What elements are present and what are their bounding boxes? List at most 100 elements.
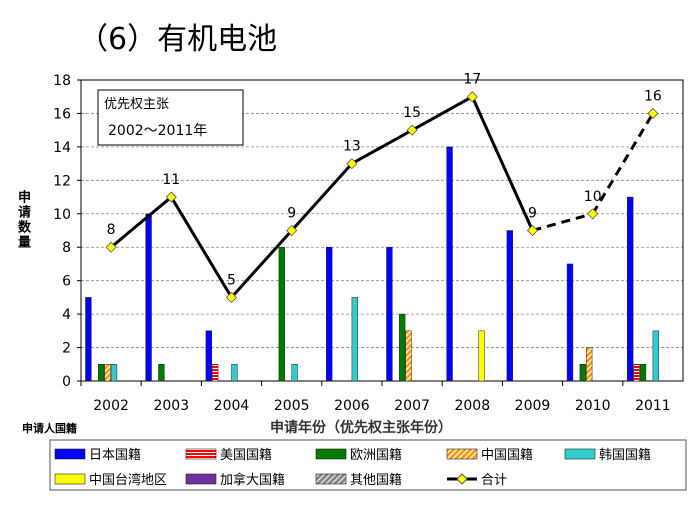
total-marker <box>647 107 659 120</box>
y-tick-label: 18 <box>53 73 71 89</box>
bar-欧洲国籍-2003 <box>158 364 165 382</box>
legend-marker-total <box>456 473 468 485</box>
y-tick-label: 16 <box>53 106 71 122</box>
bar-美国国籍-2004 <box>212 364 219 382</box>
legend-swatch <box>315 448 347 460</box>
bar-日本国籍-2011 <box>627 196 634 382</box>
total-line-segment <box>411 95 474 132</box>
legend-swatch <box>446 448 478 460</box>
legend-label: 美国国籍 <box>220 447 272 463</box>
annotation-box: 优先权主张 2002～2011年 <box>97 89 244 146</box>
total-data-label: 17 <box>463 72 481 88</box>
legend-label: 欧洲国籍 <box>350 447 402 463</box>
x-tick-label: 2002 <box>93 398 129 414</box>
bar-日本国籍-2007 <box>386 246 393 382</box>
total-marker <box>526 224 539 237</box>
legend-swatch <box>185 448 217 460</box>
bar-中国国籍-2002 <box>104 364 111 382</box>
total-data-label: 11 <box>162 172 180 188</box>
bar-中国国籍-2010 <box>586 347 593 382</box>
y-tick-label: 0 <box>62 374 71 390</box>
legend-swatch <box>54 473 86 485</box>
bar-欧洲国籍-2011 <box>639 364 647 382</box>
bar-韩国国籍-2002 <box>110 364 118 382</box>
total-marker <box>406 124 418 136</box>
x-tick-label: 2010 <box>575 398 611 414</box>
x-tick-label: 2005 <box>274 398 310 414</box>
total-line-segment <box>351 128 413 165</box>
annotation-line1: 优先权主张 <box>104 96 169 112</box>
total-marker <box>286 224 298 237</box>
total-marker <box>225 291 238 303</box>
bar-日本国籍-2002 <box>85 297 92 382</box>
legend-swatch <box>54 448 86 460</box>
total-line-segment <box>110 195 173 249</box>
bar-韩国国籍-2005 <box>291 364 298 382</box>
y-tick-label: 4 <box>62 307 71 323</box>
legend-label: 合计 <box>481 473 507 488</box>
total-marker <box>105 241 117 253</box>
legend-label: 日本国籍 <box>89 447 141 463</box>
x-tick-label: 2008 <box>454 398 490 414</box>
y-tick-label: 6 <box>62 274 71 290</box>
legend-swatch <box>185 473 217 485</box>
x-tick-label: 2004 <box>214 398 250 414</box>
x-tick-label: 2007 <box>394 398 430 414</box>
total-marker <box>165 191 177 203</box>
total-data-label: 5 <box>227 272 236 288</box>
bar-欧洲国籍-2002 <box>98 364 105 382</box>
total-data-label: 9 <box>528 206 537 222</box>
y-tick-label: 8 <box>62 240 71 256</box>
annotation-line2: 2002～2011年 <box>108 123 207 139</box>
bar-欧洲国籍-2010 <box>579 364 586 382</box>
y-tick-label: 2 <box>62 341 71 357</box>
y-axis-label: 申请数量 <box>15 190 30 250</box>
total-line-segment <box>290 162 354 232</box>
total-marker <box>587 208 599 220</box>
legend-label: 韩国国籍 <box>599 447 651 463</box>
bar-日本国籍-2004 <box>205 330 212 382</box>
total-line-segment <box>230 229 293 299</box>
total-line-segment <box>591 112 655 215</box>
bar-日本国籍-2006 <box>326 246 333 382</box>
y-tick-label: 12 <box>53 173 71 189</box>
total-line-segment <box>470 96 534 232</box>
total-data-label: 13 <box>343 139 361 155</box>
x-tick-label: 2006 <box>334 398 370 414</box>
total-data-label: 8 <box>107 222 116 238</box>
y-tick-label: 14 <box>53 140 71 156</box>
bar-欧洲国籍-2005 <box>278 246 285 382</box>
bar-韩国国籍-2004 <box>231 364 238 382</box>
total-line-segment <box>170 196 233 299</box>
total-data-label: 9 <box>287 206 296 222</box>
bar-日本国籍-2003 <box>145 213 152 382</box>
legend-label: 中国台湾地区 <box>89 472 167 488</box>
legend-label: 中国国籍 <box>481 447 533 463</box>
bar-韩国国籍-2006 <box>351 297 358 382</box>
bar-中国台湾地区-2008 <box>478 330 485 382</box>
legend-title: 申请人国籍 <box>22 421 77 435</box>
x-tick-label: 2003 <box>153 398 189 414</box>
total-data-label: 16 <box>644 88 662 104</box>
total-data-label: 10 <box>584 189 602 205</box>
x-tick-label: 2009 <box>515 398 551 414</box>
total-marker <box>466 91 478 103</box>
bar-欧洲国籍-2007 <box>399 313 406 382</box>
legend-label: 其他国籍 <box>350 472 402 488</box>
total-marker <box>346 158 358 170</box>
bar-美国国籍-2011 <box>633 364 640 382</box>
legend-swatch <box>315 473 347 485</box>
bar-日本国籍-2009 <box>506 230 513 382</box>
x-axis-label: 申请年份（优先权主张年份） <box>270 419 452 436</box>
bar-日本国籍-2010 <box>566 263 574 382</box>
legend-label: 加拿大国籍 <box>220 472 285 488</box>
x-tick-label: 2011 <box>635 398 671 414</box>
bar-韩国国籍-2011 <box>652 330 659 382</box>
y-tick-label: 10 <box>53 207 71 223</box>
total-data-label: 15 <box>403 105 421 121</box>
bar-中国国籍-2007 <box>405 330 412 382</box>
total-line-segment <box>532 212 594 232</box>
bar-日本国籍-2008 <box>446 146 453 382</box>
